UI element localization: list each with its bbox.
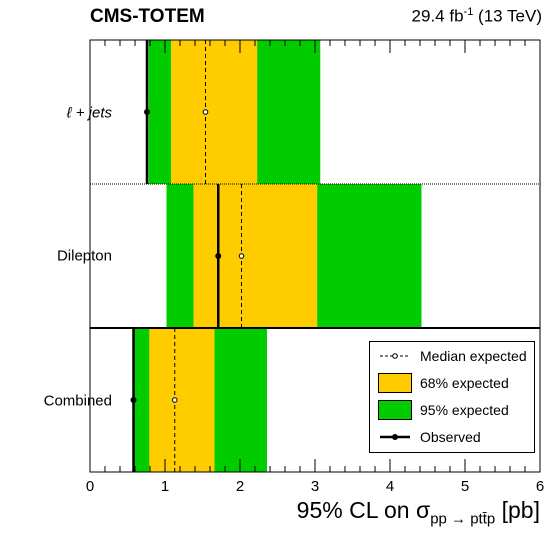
experiment-label: CMS-TOTEM bbox=[90, 6, 205, 27]
category-label-dilepton: Dilepton bbox=[56, 247, 112, 265]
x-tick-label-5: 5 bbox=[461, 478, 469, 495]
legend-median-label: Median expected bbox=[420, 348, 527, 364]
legend-95-symbol bbox=[378, 400, 412, 420]
observed-marker-2 bbox=[130, 397, 137, 403]
category-label-ljets: ℓ + jets bbox=[66, 104, 112, 122]
legend-68-symbol bbox=[378, 373, 412, 393]
x-axis-title-subscript: pp → ptt̄p bbox=[430, 510, 496, 528]
legend-item-95: 95% expected bbox=[378, 400, 509, 420]
x-tick-label-2: 2 bbox=[236, 478, 244, 495]
category-label-combined: Combined bbox=[43, 392, 112, 410]
x-axis-title-prefix: 95% CL on σ bbox=[296, 497, 431, 523]
legend: Median expected 68% expected 95% expecte… bbox=[369, 341, 535, 453]
legend-observed-label: Observed bbox=[420, 429, 481, 445]
x-tick-label-0: 0 bbox=[86, 478, 94, 495]
legend-item-observed: Observed bbox=[378, 427, 481, 447]
energy-label: (13 TeV) bbox=[478, 6, 542, 26]
luminosity-exponent: -1 bbox=[463, 6, 474, 18]
legend-observed-symbol bbox=[378, 427, 412, 447]
median-marker-0 bbox=[202, 109, 209, 115]
observed-marker-0 bbox=[144, 109, 150, 115]
luminosity-label: 29.4 fb-1 (13 TeV) bbox=[412, 6, 542, 27]
x-tick-label-6: 6 bbox=[536, 478, 544, 495]
band68-1 bbox=[193, 184, 318, 328]
legend-item-median: Median expected bbox=[378, 346, 527, 366]
band68-0 bbox=[171, 40, 258, 184]
band68-2 bbox=[149, 328, 215, 472]
x-axis-title: 95% CL on σpp → ptt̄p [pb] bbox=[297, 497, 540, 528]
legend-68-label: 68% expected bbox=[420, 375, 509, 391]
median-marker-1 bbox=[238, 253, 245, 259]
legend-item-68: 68% expected bbox=[378, 373, 509, 393]
legend-median-symbol bbox=[378, 346, 412, 366]
observed-marker-1 bbox=[215, 253, 222, 259]
median-marker-2 bbox=[171, 397, 178, 403]
x-tick-label-4: 4 bbox=[386, 478, 394, 495]
luminosity-value: 29.4 fb bbox=[411, 6, 464, 26]
legend-95-label: 95% expected bbox=[420, 402, 509, 418]
x-tick-label-1: 1 bbox=[161, 478, 169, 495]
x-tick-label-3: 3 bbox=[311, 478, 319, 495]
x-axis-title-unit: [pb] bbox=[501, 497, 540, 523]
